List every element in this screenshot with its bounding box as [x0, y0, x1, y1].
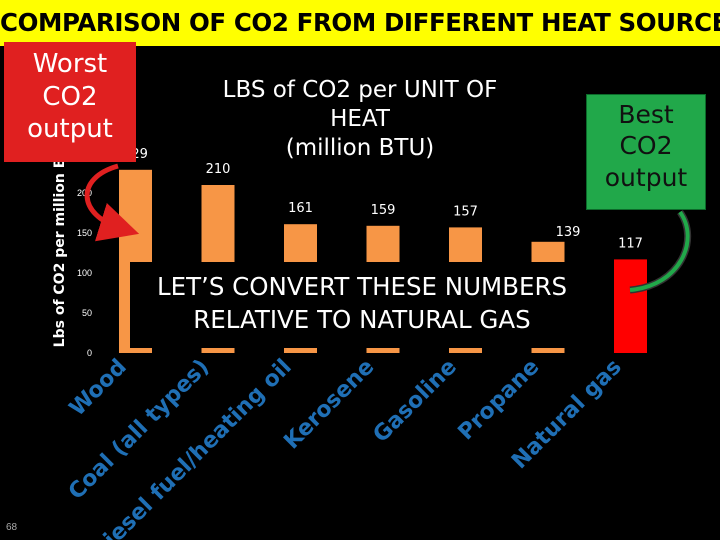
callout-arrows [84, 163, 692, 294]
callout-line: output [604, 162, 688, 192]
category-label: Coal (all types) [64, 355, 214, 505]
worst-arrow [84, 163, 140, 242]
y-axis-label: Lbs of CO2 per million BTU [52, 137, 68, 348]
page-number: 68 [6, 522, 18, 533]
chart-title-line: (million BTU) [285, 134, 435, 161]
value-label: 117 [618, 236, 643, 251]
y-tick-label: 150 [77, 228, 92, 238]
chart-axes: 0 50 100 150 200 Lbs of CO2 per million BTU [52, 137, 92, 358]
best-output-callout: Best CO2 output [586, 94, 706, 210]
value-label: 161 [288, 201, 313, 216]
callout-line: RELATIVE TO NATURAL GAS [193, 305, 531, 335]
y-tick-label: 100 [77, 268, 92, 278]
callout-line: CO2 [619, 131, 673, 161]
chart-title: LBS of CO2 per UNIT OF HEAT (million BTU… [200, 76, 520, 162]
chart-title-line: LBS of CO2 per UNIT OF [222, 77, 498, 103]
value-label: 210 [206, 162, 231, 177]
worst-output-callout: Worst CO2 output [4, 42, 136, 162]
value-label: 139 [556, 225, 581, 240]
best-arrow [629, 210, 690, 292]
bar-7 [614, 259, 647, 353]
callout-line: CO2 [42, 81, 98, 112]
callout-line: output [27, 114, 113, 144]
callout-line: LET’S CONVERT THESE NUMBERS [156, 272, 568, 301]
category-label: Kerosene [279, 355, 379, 455]
callout-line: Best [618, 100, 674, 129]
value-label: 159 [371, 203, 396, 218]
category-label: Wood [65, 355, 132, 422]
y-tick-label: 50 [82, 308, 92, 318]
slide-title: COMPARISON OF CO2 FROM DIFFERENT HEAT SO… [0, 0, 720, 46]
category-label: Gasoline [369, 355, 462, 448]
callout-line: Worst [32, 49, 108, 79]
y-tick-label: 200 [77, 188, 92, 198]
chart-title-line: HEAT [330, 105, 390, 132]
y-tick-label: 0 [87, 348, 92, 358]
convert-callout: LET’S CONVERT THESE NUMBERS RELATIVE TO … [130, 262, 594, 348]
value-label: 157 [453, 204, 478, 219]
